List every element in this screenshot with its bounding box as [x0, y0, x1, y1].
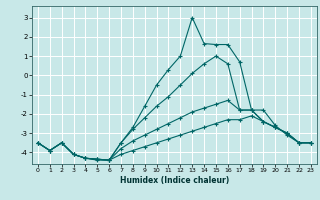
- X-axis label: Humidex (Indice chaleur): Humidex (Indice chaleur): [120, 176, 229, 185]
